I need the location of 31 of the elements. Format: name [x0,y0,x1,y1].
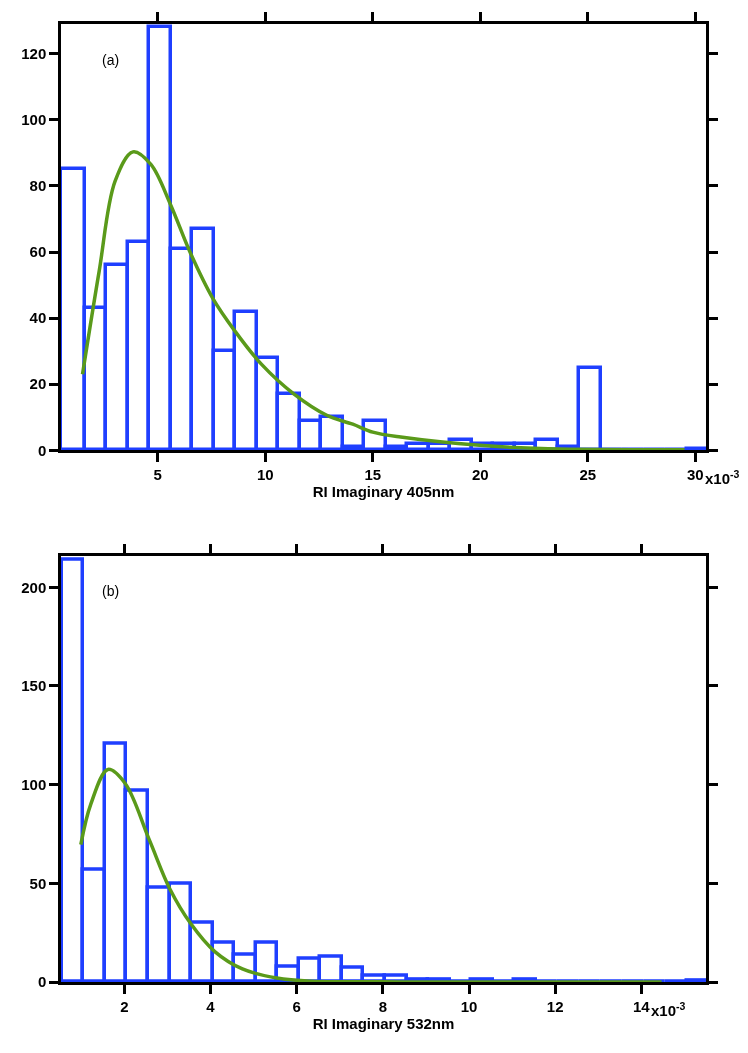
y-tick-label: 80 [29,177,47,195]
y-tick-label: 100 [21,111,47,129]
text: x10$^{-3}$ [651,1000,686,1020]
x-tick-label: 2 [120,997,129,1015]
y-tick-label: 40 [29,309,47,327]
x-tick-label: 10 [460,997,478,1015]
y-tick-label: 0 [37,973,47,991]
x-tick-label: 6 [292,997,301,1015]
y-tick-label: 50 [29,874,47,892]
x-axis-title: RI Imaginary 405nm [312,483,455,501]
x-tick-label: 15 [364,466,382,484]
x-axis-title: RI Imaginary 532nm [312,1014,455,1032]
y-tick-label: 200 [21,578,47,596]
x-tick-label: 10 [256,466,274,484]
x-tick-label: 14 [633,997,651,1015]
text: x10$^{-3}$ [705,468,740,488]
x-tick-label: 4 [206,997,216,1015]
x-tick-label: 25 [579,466,597,484]
y-tick-label: 120 [21,44,47,62]
x-tick-label: 12 [546,997,564,1015]
annotation: (a) [102,52,120,68]
x-tick-label: 30 [686,466,704,484]
y-tick-label: 60 [29,243,47,261]
x-tick-label: 20 [471,466,489,484]
annotation: (b) [102,583,120,599]
x-tick-label: 5 [153,466,162,484]
y-tick-label: 20 [29,375,47,393]
y-tick-label: 0 [37,441,47,459]
y-tick-label: 150 [21,677,47,695]
y-tick-label: 100 [21,775,47,793]
x-tick-label: 8 [378,997,388,1015]
